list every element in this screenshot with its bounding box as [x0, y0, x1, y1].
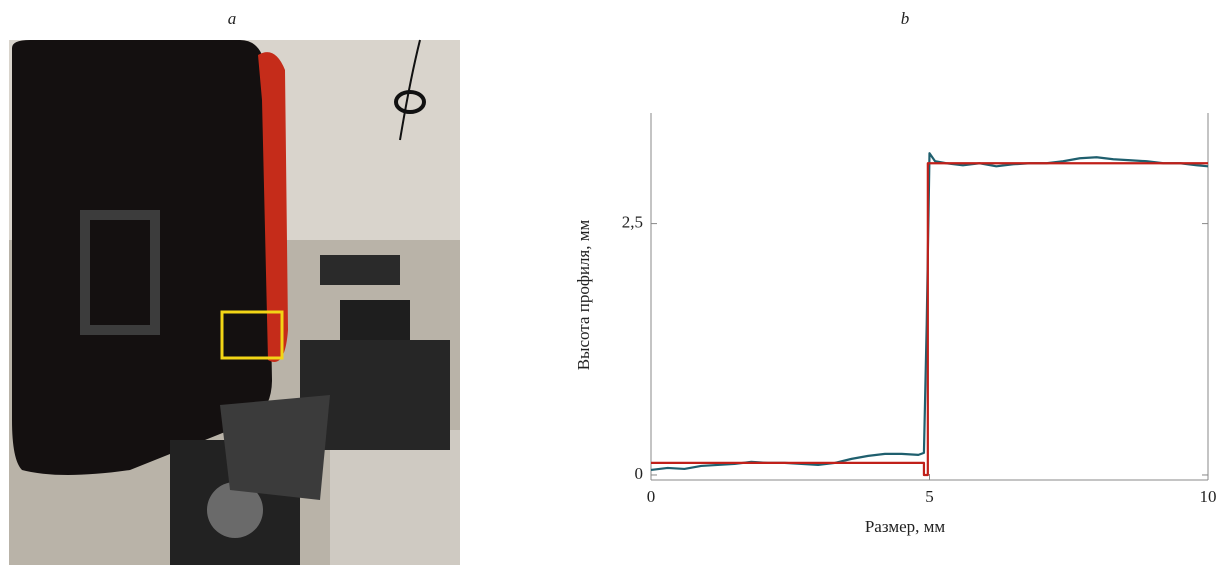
panel-label: b: [901, 9, 910, 28]
y-axis-label: Высота профиля, мм: [574, 219, 593, 370]
data-line: [651, 162, 1208, 477]
x-tick-label: 10: [1200, 487, 1217, 506]
panel-label: a: [228, 9, 237, 28]
y-tick-label: 0: [635, 464, 644, 483]
x-tick-label: 0: [647, 487, 656, 506]
data-line: [650, 152, 1209, 472]
y-tick-label: 2,5: [622, 213, 643, 232]
photo: [9, 39, 460, 565]
x-axis-label: Размер, мм: [865, 517, 946, 536]
x-tick-label: 5: [925, 487, 934, 506]
plot: Высота профиля, мм Размер, мм: [574, 113, 1209, 536]
